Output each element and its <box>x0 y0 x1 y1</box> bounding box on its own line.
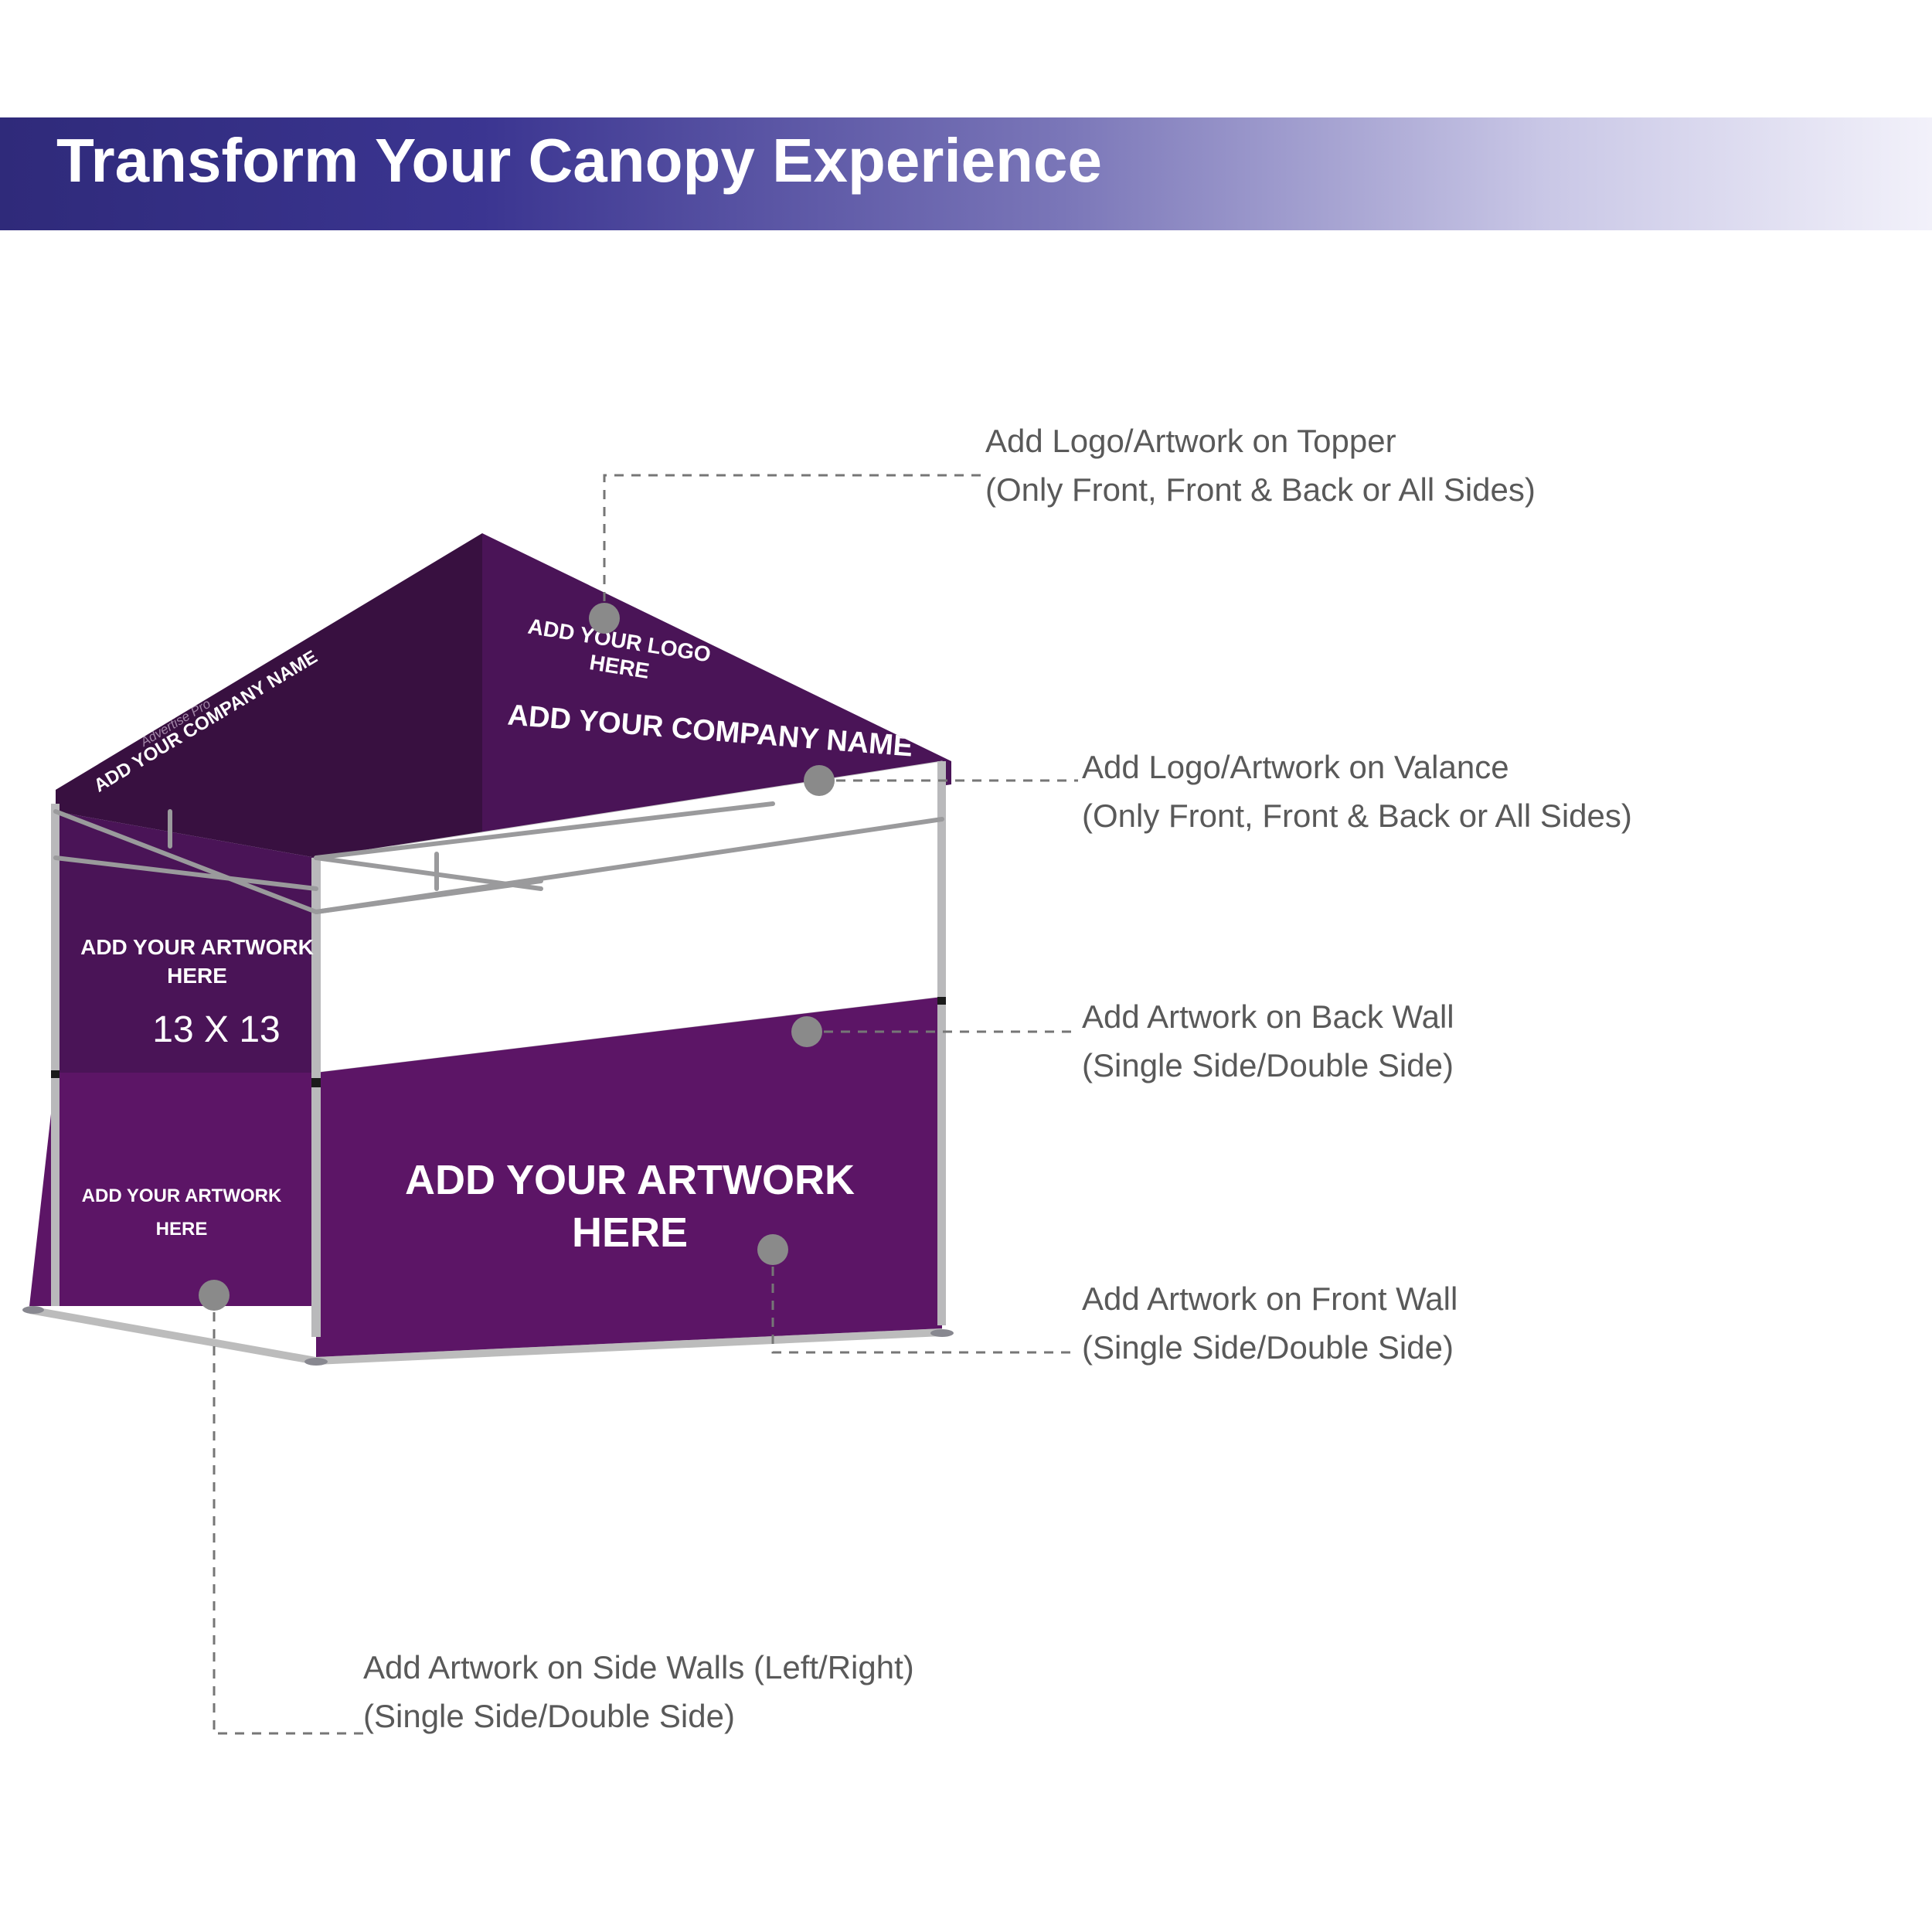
svg-text:(Single Side/Double Side): (Single Side/Double Side) <box>1082 1047 1454 1083</box>
svg-text:(Only Front, Front & Back or A: (Only Front, Front & Back or All Sides) <box>985 471 1536 508</box>
svg-text:Add Logo/Artwork on Valance: Add Logo/Artwork on Valance <box>1082 749 1509 785</box>
svg-text:Add Artwork on Back Wall: Add Artwork on Back Wall <box>1082 998 1454 1035</box>
svg-text:(Single Side/Double Side): (Single Side/Double Side) <box>1082 1329 1454 1366</box>
svg-text:Add Logo/Artwork on Topper: Add Logo/Artwork on Topper <box>985 423 1396 459</box>
svg-text:ADD YOUR ARTWORK: ADD YOUR ARTWORK <box>82 1185 282 1206</box>
svg-text:Add Artwork on Front Wall: Add Artwork on Front Wall <box>1082 1281 1458 1317</box>
svg-text:HERE: HERE <box>167 964 227 988</box>
svg-text:(Single Side/Double Side): (Single Side/Double Side) <box>363 1698 735 1734</box>
svg-text:HERE: HERE <box>572 1209 688 1256</box>
svg-text:Add Artwork on Side Walls (Lef: Add Artwork on Side Walls (Left/Right) <box>363 1649 914 1685</box>
svg-text:13 X 13: 13 X 13 <box>152 1009 280 1050</box>
svg-text:HERE: HERE <box>156 1219 208 1240</box>
svg-text:(Only Front, Front & Back or A: (Only Front, Front & Back or All Sides) <box>1082 798 1632 834</box>
svg-text:ADD YOUR ARTWORK: ADD YOUR ARTWORK <box>80 935 314 959</box>
svg-text:ADD YOUR ARTWORK: ADD YOUR ARTWORK <box>405 1157 855 1203</box>
